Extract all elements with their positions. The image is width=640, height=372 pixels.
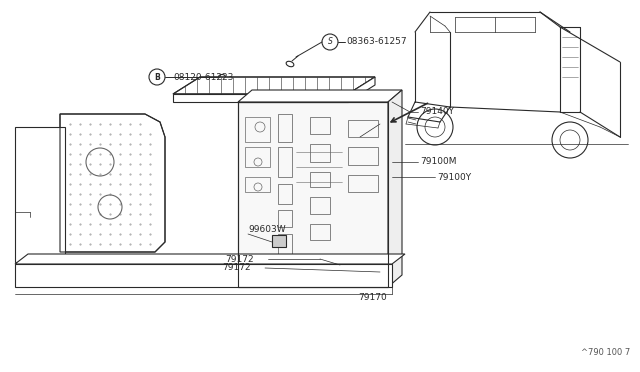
Polygon shape [173, 94, 348, 102]
Text: 08120-61223: 08120-61223 [173, 73, 234, 81]
Text: 79100M: 79100M [420, 157, 456, 167]
Text: B: B [154, 73, 160, 81]
Text: 79170: 79170 [358, 294, 387, 302]
Text: 99603W: 99603W [248, 225, 285, 234]
Text: S: S [328, 38, 332, 46]
Polygon shape [15, 264, 392, 287]
Polygon shape [15, 254, 405, 264]
Polygon shape [272, 235, 286, 247]
Polygon shape [238, 102, 388, 287]
Text: 79172: 79172 [225, 254, 253, 263]
Text: 08363-61257: 08363-61257 [346, 38, 406, 46]
Polygon shape [60, 114, 165, 252]
Text: ^790 100 7: ^790 100 7 [580, 348, 630, 357]
Text: 79172: 79172 [222, 263, 251, 273]
Polygon shape [238, 90, 402, 102]
Polygon shape [15, 127, 65, 262]
Text: 79100Y: 79100Y [437, 173, 471, 182]
Polygon shape [348, 77, 375, 102]
Polygon shape [173, 77, 375, 94]
Polygon shape [388, 90, 402, 287]
Text: 79140Y: 79140Y [420, 108, 454, 116]
